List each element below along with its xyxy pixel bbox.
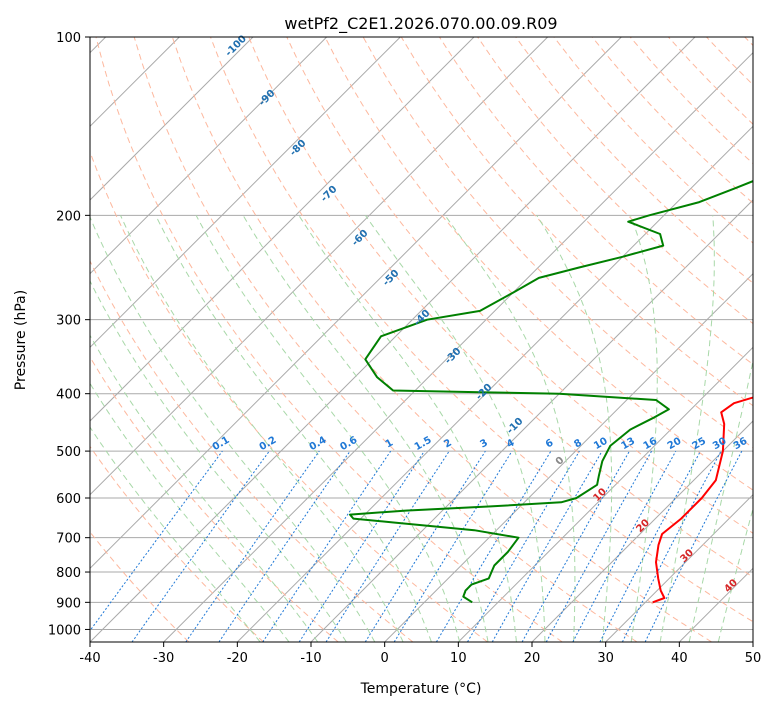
isotherm-line	[90, 37, 696, 642]
y-tick-label: 500	[56, 445, 81, 460]
mixing-ratio-line	[521, 450, 630, 642]
x-tick-label: -30	[153, 651, 174, 666]
x-tick-label: -10	[300, 651, 321, 666]
dry-adiabat-line	[286, 37, 753, 534]
mixing-ratio-label: 3	[478, 437, 490, 450]
dry-adiabat-line	[171, 37, 712, 642]
mixing-ratio-line	[545, 450, 653, 642]
y-tick-label: 300	[56, 314, 81, 329]
moist-adiabat-line	[90, 426, 261, 642]
mixing-ratio-label: 1	[384, 437, 396, 450]
y-tick-label: 600	[56, 492, 81, 507]
x-axis-label: Temperature (°C)	[360, 681, 482, 697]
mixing-ratio-line	[644, 450, 743, 642]
isotherm-line	[90, 37, 549, 496]
isotherm-line	[90, 37, 401, 349]
x-tick-label: 30	[597, 651, 614, 666]
y-axis-label: Pressure (hPa)	[13, 290, 29, 390]
moist-adiabat-line	[120, 215, 404, 642]
isotherm-line	[90, 37, 328, 275]
mixing-ratio-line	[325, 450, 450, 642]
mixing-ratio-line	[491, 450, 603, 642]
dry-adiabat-line	[210, 37, 753, 623]
x-tick-label: 20	[524, 651, 541, 666]
x-tick-label: -40	[79, 651, 100, 666]
dry-adiabat-line	[95, 37, 563, 642]
mixing-ratio-line	[621, 450, 722, 642]
x-tick-label: 0	[381, 651, 389, 666]
dry-adiabat-line	[515, 37, 753, 284]
y-tick-label: 200	[56, 209, 81, 224]
x-tick-label: -20	[227, 651, 248, 666]
moist-adiabat-line	[659, 215, 715, 642]
temperature-profile-line	[652, 396, 753, 604]
plot-frame	[89, 36, 754, 643]
moist-adiabat-line	[90, 334, 319, 642]
isotherm-line	[531, 420, 753, 642]
isotherm-line	[457, 346, 753, 642]
dry-adiabat-line	[324, 37, 753, 491]
y-tick-label: 1000	[48, 623, 81, 638]
y-tick-label: 400	[56, 388, 81, 403]
mixing-ratio-line	[218, 450, 351, 642]
moist-adiabat-line	[364, 215, 546, 642]
profiles	[349, 180, 753, 604]
mixing-ratio-line	[131, 450, 270, 642]
mixing-ratio-label: 6	[544, 437, 556, 450]
moist-adiabat-line	[444, 215, 576, 642]
dewpoint-profile-line	[349, 180, 753, 604]
moist-adiabat-line	[155, 215, 432, 642]
mixing-ratio-line	[90, 450, 223, 632]
moist-adiabat-line	[630, 215, 658, 642]
moist-adiabat-line	[90, 279, 347, 642]
mixing-ratio-line	[298, 450, 425, 642]
moist-adiabat-line	[195, 215, 461, 642]
mixing-ratio-line	[185, 450, 320, 642]
mixing-ratio-line	[572, 450, 677, 642]
y-tick-label: 100	[56, 31, 81, 46]
isotherm-line	[90, 37, 475, 422]
mixing-ratio-label: 4	[505, 437, 517, 450]
mixing-ratio-line	[262, 450, 392, 642]
background-lines	[90, 37, 753, 642]
dry-adiabat-line	[90, 445, 264, 642]
axes: -40 -30 -20 -10 0 10 20 30 40 50 100 200 300 400 500 60…	[48, 31, 761, 666]
x-tick-label: 40	[671, 651, 688, 666]
y-tick-label: 900	[56, 596, 81, 611]
isotherm-line	[90, 37, 622, 570]
moist-adiabat-line	[536, 215, 613, 642]
isotherm-line	[236, 125, 753, 642]
isotherm-line	[90, 37, 254, 201]
mixing-ratio-label: 2	[442, 437, 454, 450]
dry-adiabat-line	[248, 37, 753, 578]
mixing-ratio-line	[393, 450, 513, 642]
y-tick-label: 800	[56, 566, 81, 581]
dry-adiabat-line	[90, 259, 414, 642]
mixing-ratio-label: 8	[572, 437, 584, 450]
chart-title: wetPf2_C2E1.2026.070.00.09.R09	[284, 14, 557, 34]
isotherm-line	[163, 51, 753, 642]
x-tick-label: 50	[745, 651, 762, 666]
isotherm-line	[384, 272, 753, 642]
dry-adiabat-line	[90, 356, 339, 642]
x-tick-label: 10	[450, 651, 467, 666]
y-tick-label: 700	[56, 532, 81, 547]
moist-adiabat-line	[90, 215, 376, 642]
isotherm-line	[605, 493, 753, 642]
